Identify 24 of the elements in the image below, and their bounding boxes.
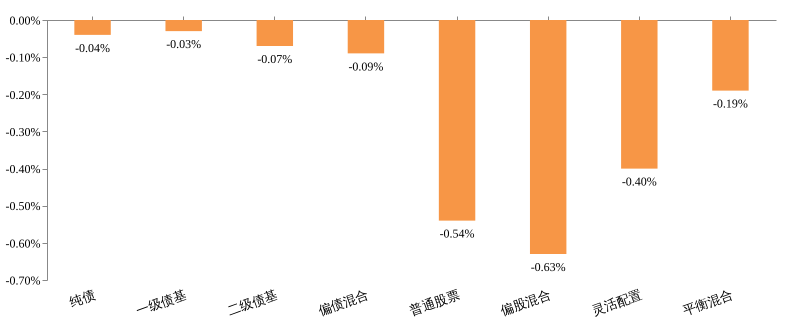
data-label: -0.54% bbox=[440, 226, 475, 241]
x-tick-label: 一级债基 bbox=[134, 286, 188, 318]
data-label: -0.19% bbox=[712, 96, 748, 111]
x-tick-label: 纯债 bbox=[67, 286, 98, 310]
y-tick-label: -0.20% bbox=[6, 88, 40, 102]
y-tick-label: -0.70% bbox=[6, 274, 40, 288]
y-tick-label: -0.60% bbox=[6, 236, 40, 250]
y-tick-label: 0.00% bbox=[10, 14, 40, 28]
y-tick-label: -0.50% bbox=[6, 199, 40, 214]
x-tick-label: 普通股票 bbox=[408, 286, 462, 318]
data-label: -0.04% bbox=[75, 40, 110, 55]
data-label: -0.63% bbox=[530, 260, 566, 274]
data-label: -0.07% bbox=[257, 52, 292, 66]
data-label: -0.09% bbox=[348, 59, 384, 74]
x-tick-label: 灵活配置 bbox=[590, 286, 644, 318]
x-tick-label: 平衡混合 bbox=[680, 286, 735, 318]
data-label: -0.03% bbox=[166, 37, 202, 52]
x-tick-label: 偏债混合 bbox=[316, 286, 370, 318]
data-label: -0.40% bbox=[622, 174, 657, 189]
x-tick-label: 二级债基 bbox=[225, 286, 280, 318]
y-tick-label: -0.40% bbox=[6, 162, 40, 176]
y-tick-label: -0.10% bbox=[6, 50, 40, 65]
x-tick-label: 偏股混合 bbox=[498, 286, 553, 318]
y-tick-label: -0.30% bbox=[6, 124, 40, 139]
